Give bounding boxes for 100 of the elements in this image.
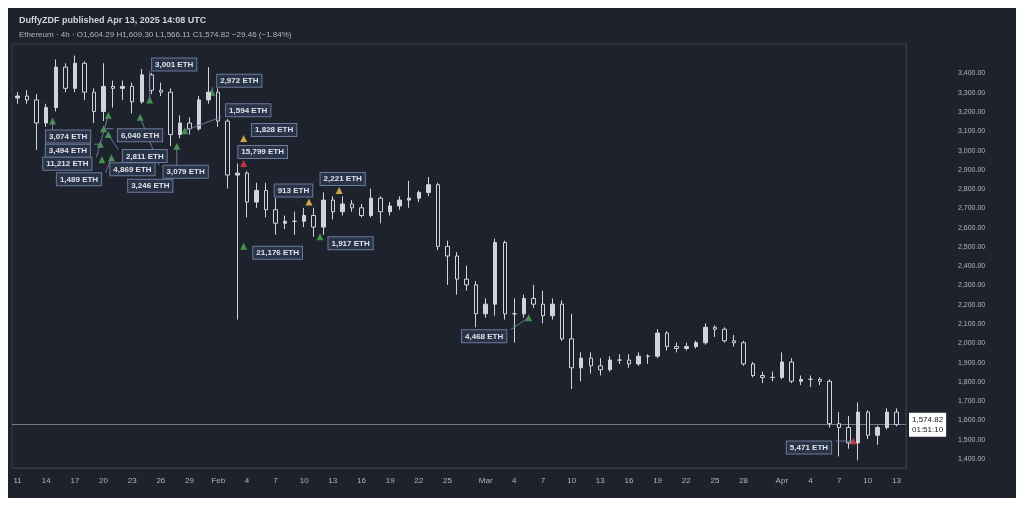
- candlestick: [560, 299, 564, 342]
- candlestick: [732, 334, 736, 348]
- candlestick: [264, 182, 268, 218]
- annotation: 4,869 ETH: [113, 164, 152, 174]
- candlestick: [159, 82, 163, 97]
- x-tick-label: 10: [567, 475, 577, 485]
- point: [240, 134, 248, 142]
- candlestick: [608, 355, 612, 373]
- candlestick: [569, 313, 574, 390]
- x-tick-label: 25: [710, 475, 720, 485]
- candlestick: [388, 201, 392, 217]
- annotation: 3,246 ETH: [131, 181, 170, 191]
- candlestick: [885, 407, 889, 430]
- annotation: 913 ETH: [277, 186, 310, 196]
- annotation: 21,176 ETH: [256, 248, 300, 258]
- candlestick: [722, 326, 727, 344]
- annotation: 4,468 ETH: [465, 331, 504, 341]
- candlestick: [273, 197, 278, 236]
- x-tick-label: 4: [244, 475, 250, 485]
- candlestick: [407, 180, 411, 209]
- ref-line-label: 1,574.82 01:51:10: [912, 415, 944, 435]
- candlestick: [130, 82, 134, 114]
- candlestick: [674, 342, 679, 353]
- annotation: 1,917 ETH: [331, 238, 370, 248]
- x-tick-label: 10: [863, 475, 873, 485]
- x-tick-label: Apr: [775, 475, 789, 485]
- candlestick: [168, 87, 173, 147]
- candlestick: [445, 240, 450, 286]
- candlestick: [846, 415, 851, 450]
- candlestick: [321, 191, 326, 236]
- candlestick: [703, 322, 708, 346]
- candlestick: [531, 284, 536, 309]
- x-tick-label: 22: [681, 475, 692, 485]
- x-tick-label: Feb: [211, 475, 226, 485]
- candlestick: [579, 351, 583, 382]
- candlestick: [503, 240, 507, 321]
- candlestick: [397, 195, 402, 211]
- candlestick: [340, 195, 345, 217]
- x-tick-label: Mar: [478, 475, 493, 485]
- candlestick: [464, 265, 469, 292]
- point: [849, 437, 857, 445]
- candlestick: [283, 215, 287, 230]
- annotation: 6,040 ETH: [120, 130, 160, 140]
- chart-title: DuffyZDF published Apr 13, 2025 14:08 UTC: [19, 14, 207, 25]
- candlestick: [808, 374, 813, 388]
- annotation: 1,489 ETH: [59, 174, 99, 184]
- point: [335, 186, 343, 194]
- annotation: 2,221 ETH: [323, 174, 363, 184]
- candlestick: [541, 290, 545, 324]
- x-tick-label: 4: [808, 475, 814, 485]
- annotation: 3,494 ETH: [48, 146, 88, 156]
- annotation: 1,828 ETH: [255, 125, 294, 135]
- candlestick: [63, 62, 68, 93]
- point: [316, 233, 324, 241]
- x-tick-label: 26: [156, 475, 166, 485]
- candlestick: [799, 374, 803, 386]
- x-tick-label: 11: [13, 475, 23, 485]
- candlestick: [350, 199, 354, 213]
- candlestick: [789, 357, 794, 384]
- x-tick-label: 16: [624, 475, 634, 485]
- x-tick-label: 23: [127, 475, 138, 485]
- x-tick-label: 7: [836, 475, 842, 485]
- chart-subtitle: Ethereum · 4h · O1,604.29 H1,609.30 L1,566.11 C1,574.82 −29.46 (−1.84%): [19, 29, 292, 39]
- candlestick: [92, 87, 96, 124]
- point: [98, 156, 106, 164]
- candlestick: [82, 60, 87, 101]
- candlestick: [818, 376, 822, 386]
- candlestick: [120, 80, 125, 101]
- candlestick: [140, 68, 144, 105]
- annotation: 2,972 ETH: [220, 76, 259, 86]
- x-tick-label: 16: [357, 475, 367, 485]
- candlestick: [512, 297, 517, 344]
- candlestick: [684, 342, 689, 351]
- candlestick: [589, 351, 593, 375]
- candlestick: [665, 330, 669, 351]
- candlestick: [627, 353, 631, 369]
- candlestick: [483, 297, 488, 319]
- candlestick: [436, 182, 440, 251]
- x-tick-label: 10: [299, 475, 310, 485]
- candlestick: [741, 340, 746, 367]
- annotation: 3,074 ETH: [48, 132, 88, 142]
- candlestick: [111, 80, 115, 109]
- candlestick: [178, 114, 182, 139]
- candlestick: [73, 55, 77, 93]
- point: [240, 242, 248, 250]
- x-tick-label: 13: [891, 475, 902, 485]
- candlestick: [837, 411, 841, 457]
- x-tick-label: 28: [739, 475, 749, 485]
- x-tick-label: 4: [512, 475, 518, 485]
- candlestick: [550, 297, 555, 321]
- x-tick-label: 13: [595, 475, 606, 485]
- candlestick: [44, 103, 48, 128]
- annotation: 1,594 ETH: [229, 105, 268, 115]
- candlestick: [694, 340, 698, 350]
- candlestick: [474, 280, 478, 328]
- annotation: 11,212 ETH: [46, 159, 89, 169]
- x-tick-label: 19: [653, 475, 663, 485]
- x-tick-label: 13: [328, 475, 338, 485]
- annotation: 5,471 ETH: [789, 443, 829, 453]
- point: [240, 159, 248, 167]
